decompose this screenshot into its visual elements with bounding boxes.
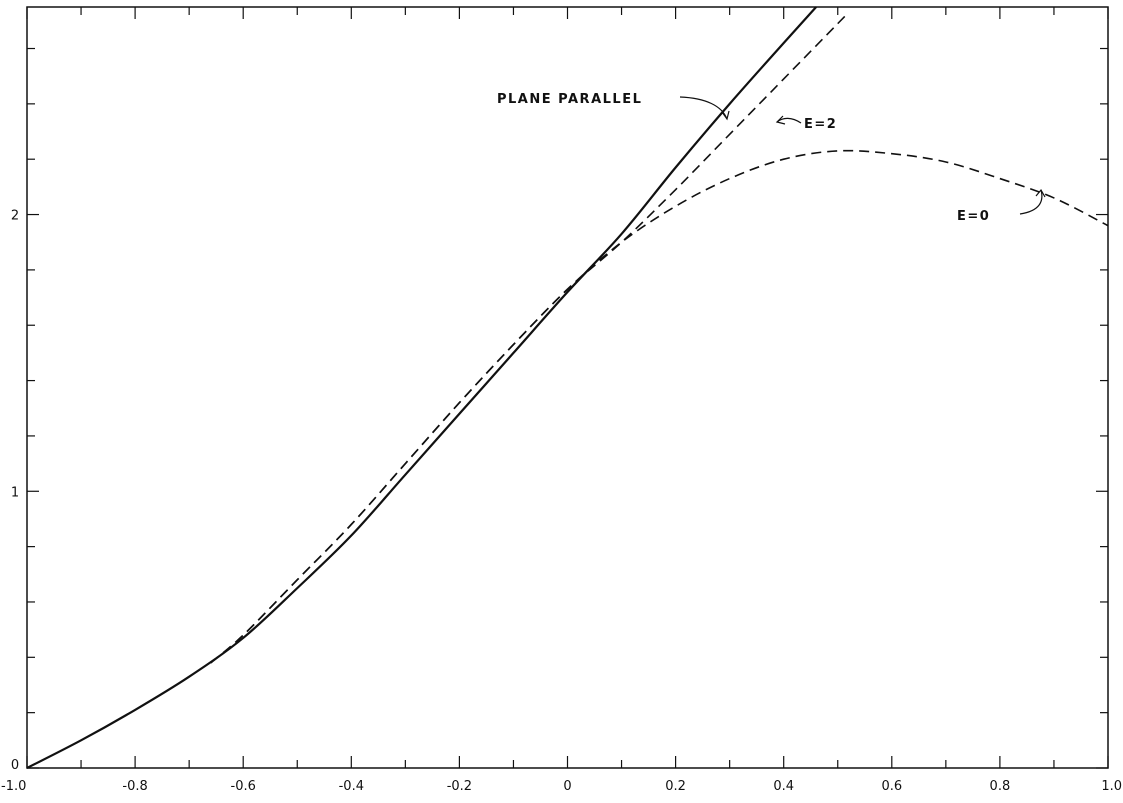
x-tick-label: -0.8 — [122, 779, 147, 794]
y-tick-label: 2 — [11, 209, 19, 224]
annotation-e2: E=2 — [804, 117, 837, 132]
series-line-e-2 — [210, 11, 850, 664]
x-tick-label: -0.6 — [231, 779, 256, 794]
annotation-e2-arrowhead — [775, 115, 786, 125]
y-tick-label: 1 — [11, 485, 19, 500]
annotation-plane-parallel: PLANE PARALLEL — [497, 92, 642, 107]
series-line-plane-parallel — [26, 6, 817, 769]
x-tick-label: -0.4 — [339, 779, 364, 794]
axis-tick-labels: -1.0 -0.8 -0.6 -0.4 -0.2 0 0.2 0.4 0.6 0.8 1.0 0 1 2 — [1, 209, 1122, 794]
x-tick-label: 1.0 — [1101, 779, 1122, 794]
annotation-plane-parallel-arrowhead — [721, 110, 730, 121]
y-tick-label: 0 — [11, 758, 19, 773]
x-tick-label: 0.4 — [773, 779, 794, 794]
x-tick-label: -1.0 — [1, 779, 26, 794]
axis-ticks — [26, 7, 1109, 769]
x-tick-label: -0.2 — [447, 779, 472, 794]
x-tick-label: 0.2 — [665, 779, 686, 794]
annotation-e0: E=0 — [957, 209, 990, 224]
annotation-e0-arrowhead — [1035, 188, 1046, 198]
series-layer — [26, 6, 1109, 769]
annotation-e0-arrow — [1019, 189, 1043, 215]
plot-frame — [26, 6, 1109, 769]
x-tick-label: 0.6 — [881, 779, 902, 794]
x-tick-label: 0.8 — [990, 779, 1011, 794]
x-tick-label: 0 — [563, 779, 571, 794]
series-line-e-0 — [210, 149, 1109, 664]
annotation-layer: PLANE PARALLEL E=2 E=0 — [497, 92, 1046, 224]
